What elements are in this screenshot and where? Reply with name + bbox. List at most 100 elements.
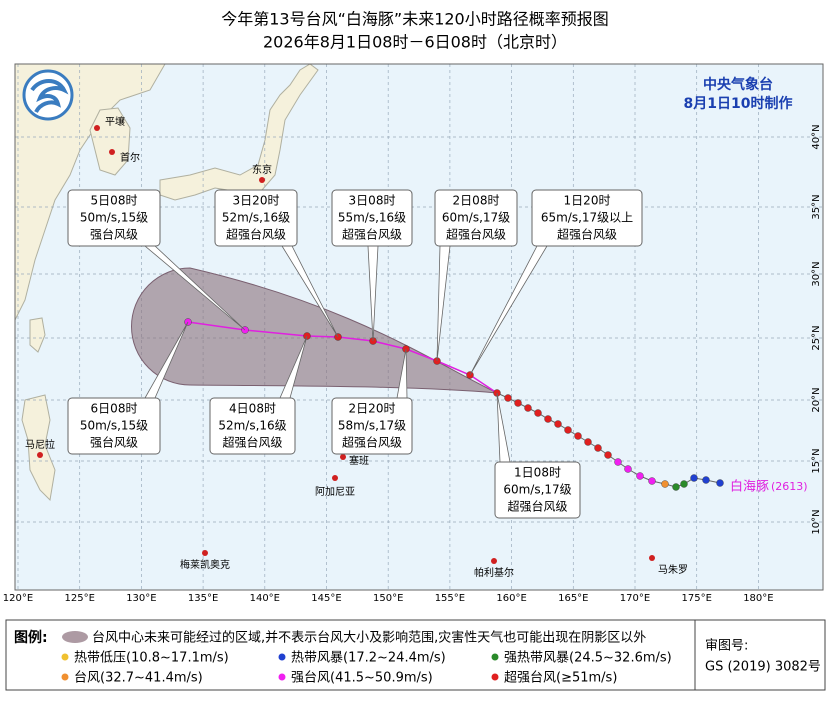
place-dot <box>491 558 497 564</box>
callout-intensity: 65m/s,17级以上 <box>541 211 633 225</box>
place-label: 首尔 <box>120 151 140 164</box>
lon-label: 160°E <box>496 593 526 604</box>
past-point <box>648 477 656 485</box>
lon-label: 135°E <box>188 593 218 604</box>
callout-intensity: 55m/s,16级 <box>338 211 406 225</box>
past-point <box>584 438 592 446</box>
callout-box <box>494 461 581 519</box>
past-point <box>672 483 680 491</box>
callout-time: 1日20时 <box>564 194 611 208</box>
lat-label: 10°N <box>811 509 822 534</box>
callout-time: 1日08时 <box>514 466 561 480</box>
callout-grade: 超强台风级 <box>446 227 506 242</box>
callout-box <box>214 189 298 247</box>
past-point <box>680 480 688 488</box>
lat-label: 40°N <box>811 124 822 149</box>
lon-label: 155°E <box>435 593 465 604</box>
past-point <box>504 394 512 402</box>
past-point <box>594 444 602 452</box>
subtitle: 2026年8月1日08时－6日08时（北京时） <box>263 33 567 52</box>
place-label: 阿加尼亚 <box>315 486 355 498</box>
place-label: 梅莱凯奥克 <box>180 558 230 571</box>
lon-label: 145°E <box>311 593 341 604</box>
callout-intensity: 52m/s,16级 <box>218 419 286 433</box>
korea <box>89 107 131 176</box>
legend: 图例: 台风中心未来可能经过的区域,并不表示台风大小及影响范围,灾害性天气也可能… <box>5 619 826 691</box>
legend-dot <box>491 673 499 681</box>
issue-time: 8月1日10时制作 <box>684 95 793 112</box>
past-point <box>574 432 582 440</box>
cone-note: 台风中心未来可能经过的区域,并不表示台风大小及影响范围,灾害性天气也可能出现在阴… <box>92 630 646 646</box>
past-point <box>690 474 698 482</box>
legend-dot <box>278 673 286 681</box>
logo <box>22 69 74 121</box>
lon-label: 130°E <box>126 593 156 604</box>
callout-grade: 超强台风级 <box>342 227 402 242</box>
lon-label: 120°E <box>3 593 33 604</box>
lon-label: 165°E <box>558 593 588 604</box>
callout-box <box>434 189 518 247</box>
place-label: 马朱罗 <box>658 564 688 576</box>
past-point <box>604 451 612 459</box>
past-point <box>614 458 622 466</box>
callout-time: 2日20时 <box>349 402 396 416</box>
lat-label: 25°N <box>811 325 822 350</box>
past-point <box>544 415 552 423</box>
callout-time: 4日08时 <box>229 402 276 416</box>
place-dot <box>202 550 208 556</box>
legend-label: 热带风暴(17.2~24.4m/s) <box>291 651 446 666</box>
lon-label: 180°E <box>743 593 773 604</box>
legend-box <box>5 619 696 691</box>
callout-intensity: 50m/s,15级 <box>80 419 148 433</box>
legend-label: 强热带风暴(24.5~32.6m/s) <box>504 651 672 666</box>
place-label: 塞班 <box>349 454 369 467</box>
lat-label: 30°N <box>811 261 822 286</box>
callout-grade: 超强台风级 <box>226 227 286 242</box>
place-label: 马尼拉 <box>25 438 55 451</box>
legend-label: 强台风(41.5~50.9m/s) <box>291 671 433 686</box>
callout-box <box>331 189 413 247</box>
past-point <box>636 472 644 480</box>
past-point <box>554 420 562 428</box>
callout-grade: 超强台风级 <box>507 499 567 514</box>
legend-dot <box>61 653 69 661</box>
taiwan <box>29 317 46 353</box>
callout-time: 6日08时 <box>91 402 138 416</box>
place-label: 平壤 <box>105 115 125 128</box>
approval-box <box>694 619 826 691</box>
callout-intensity: 60m/s,17级 <box>503 483 571 497</box>
callout-box <box>209 397 296 455</box>
logo-mark <box>30 79 69 114</box>
callout-box <box>67 397 161 455</box>
callout-box <box>67 189 161 247</box>
title: 今年第13号台风“白海豚”未来120小时路径概率预报图 <box>221 10 608 29</box>
place-label: 东京 <box>252 163 272 176</box>
callout-grade: 超强台风级 <box>342 435 402 450</box>
place-dot <box>332 475 338 481</box>
typhoon-name: 白海豚 <box>730 479 769 495</box>
callout-intensity: 50m/s,15级 <box>80 211 148 225</box>
callout-intensity: 58m/s,17级 <box>338 419 406 433</box>
agency: 中央气象台 <box>703 76 773 93</box>
lon-label: 175°E <box>681 593 711 604</box>
typhoon-id: (2613) <box>771 480 808 493</box>
legend-dot <box>491 653 499 661</box>
past-point <box>524 404 532 412</box>
legend-dot <box>61 673 69 681</box>
place-dot <box>94 125 100 131</box>
callout-grade: 超强台风级 <box>222 435 282 450</box>
lat-label: 20°N <box>811 387 822 412</box>
callout-time: 5日08时 <box>91 194 138 208</box>
philippines <box>21 394 56 502</box>
land <box>15 64 319 502</box>
past-point <box>514 399 522 407</box>
map-frame <box>14 63 824 591</box>
place-label: 帕利基尔 <box>474 566 514 579</box>
legend-title: 图例: <box>14 629 48 646</box>
past-point <box>702 476 710 484</box>
legend-label: 超强台风(≥51m/s) <box>504 671 617 686</box>
legend-label: 台风(32.7~41.4m/s) <box>74 671 203 686</box>
